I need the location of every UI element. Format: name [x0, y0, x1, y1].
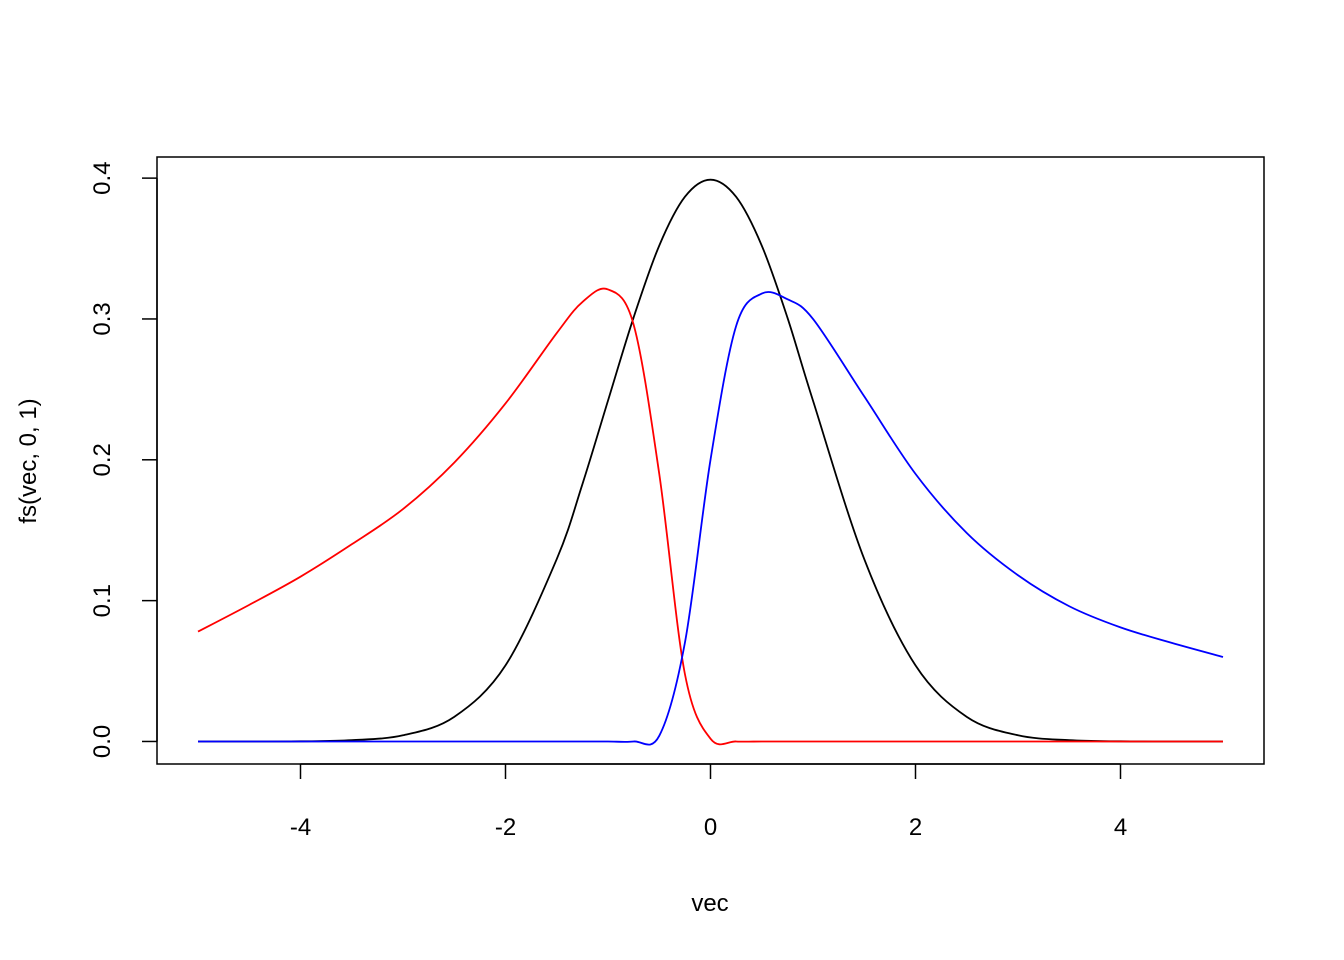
x-tick-label: -4: [290, 814, 311, 841]
y-tick-label: 0.3: [89, 302, 116, 335]
series-line-3: [198, 291, 1224, 746]
y-tick-label: 0.4: [89, 161, 116, 194]
y-axis-label: fs(vec, 0, 1): [15, 398, 42, 523]
x-tick-label: 4: [1114, 814, 1127, 841]
series-layer: [197, 178, 1224, 746]
y-tick-label: 0.1: [89, 584, 116, 617]
y-tick-label: 0.0: [89, 725, 116, 758]
series-line-1: [197, 178, 1224, 743]
x-tick-label: 0: [704, 814, 717, 841]
y-axis: 0.0 0.1 0.2 0.3 0.4: [89, 161, 158, 758]
series-line-2: [197, 287, 1223, 746]
x-axis-label: vec: [691, 890, 728, 917]
x-tick-label: 2: [909, 814, 922, 841]
x-axis: -4 -2 0 2 4: [290, 763, 1127, 841]
y-tick-label: 0.2: [89, 443, 116, 476]
x-tick-label: -2: [495, 814, 516, 841]
